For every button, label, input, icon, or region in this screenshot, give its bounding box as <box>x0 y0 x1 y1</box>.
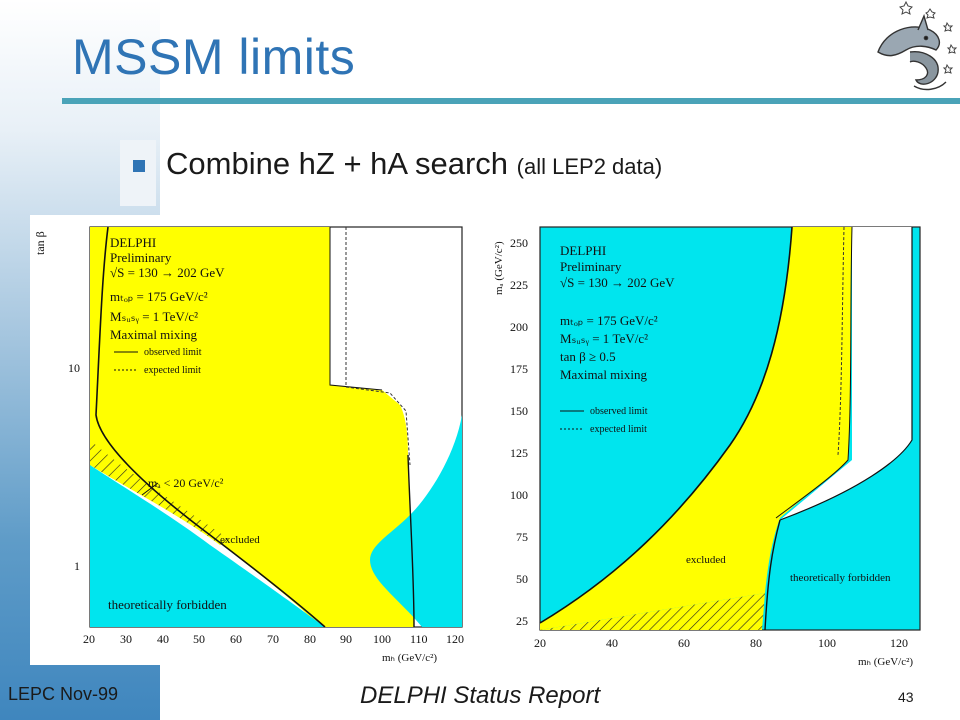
right-legend-status: Preliminary <box>560 259 622 274</box>
left-xtick: 100 <box>373 632 391 646</box>
right-legend-expected: expected limit <box>590 424 647 435</box>
left-xtick: 90 <box>340 632 352 646</box>
left-legend-msusy: Mₛᵤₛᵧ = 1 TeV/c² <box>110 309 198 325</box>
right-legend-energy: √S = 130 → 202 GeV <box>560 275 675 290</box>
allowed-region <box>780 227 912 520</box>
excluded-region <box>540 227 852 630</box>
right-ytick: 150 <box>510 404 528 418</box>
left-forbidden-label: theoretically forbidden <box>108 597 227 612</box>
left-xtick: 40 <box>157 632 169 646</box>
slide-title: MSSM limits <box>72 29 356 85</box>
right-excluded-label: excluded <box>686 554 726 566</box>
right-ytick: 175 <box>510 362 528 376</box>
bullet-main-text: Combine hZ + hA search <box>166 146 509 181</box>
left-ma-annotation: mₐ < 20 GeV/c² <box>148 476 224 490</box>
left-legend-mixing: Maximal mixing <box>110 327 198 342</box>
right-legend-mtop: mₜₒₚ = 175 GeV/c² <box>560 313 658 328</box>
dolphin-logo-icon <box>877 0 958 91</box>
right-ytick: 200 <box>510 320 528 334</box>
forbidden-region-right <box>370 415 462 627</box>
right-plot: mₐ (GeV/c²) 250 225 200 175 150 125 100 … <box>480 215 935 670</box>
left-ytick-10: 10 <box>68 361 80 375</box>
bullet-note-text: (all LEP2 data) <box>516 154 663 179</box>
left-xtick: 80 <box>304 632 316 646</box>
bullet-item: Combine hZ + hA search (all LEP2 data) <box>166 146 662 182</box>
left-xtick: 110 <box>410 632 428 646</box>
right-xtick: 40 <box>606 636 618 650</box>
left-legend-observed: observed limit <box>144 347 202 358</box>
left-legend-mtop: mₜₒₚ = 175 GeV/c² <box>110 289 208 304</box>
right-legend-observed: observed limit <box>590 406 648 417</box>
footer-title: DELPHI Status Report <box>360 682 601 709</box>
right-forbidden-label: theoretically forbidden <box>790 572 891 584</box>
ma-hatched-region <box>90 440 230 545</box>
right-ytick: 50 <box>516 572 528 586</box>
left-plot: tan β 10 1 20 30 40 50 60 70 80 90 100 1… <box>30 215 476 665</box>
left-xtick: 60 <box>230 632 242 646</box>
right-xtick: 60 <box>678 636 690 650</box>
right-legend-msusy: Mₛᵤₛᵧ = 1 TeV/c² <box>560 331 648 347</box>
left-legend-expected: expected limit <box>144 365 201 376</box>
right-ytick: 125 <box>510 446 528 460</box>
left-xtick: 30 <box>120 632 132 646</box>
right-ytick: 100 <box>510 488 528 502</box>
right-ytick: 25 <box>516 614 528 628</box>
left-legend-energy: √S = 130 → 202 GeV <box>110 265 225 280</box>
bullet-marker-area <box>120 140 156 206</box>
hatched-region <box>540 593 765 630</box>
right-legend-tanb: tan β ≥ 0.5 <box>560 349 616 364</box>
right-legend-mixing: Maximal mixing <box>560 367 648 382</box>
title-rule <box>62 98 960 104</box>
bullet-square-icon <box>133 160 145 172</box>
right-ytick: 225 <box>510 278 528 292</box>
right-ytick: 250 <box>510 236 528 250</box>
right-ylabel: mₐ (GeV/c²) <box>493 241 505 295</box>
right-xtick: 120 <box>890 636 908 650</box>
right-legend-experiment: DELPHI <box>560 243 606 258</box>
left-xtick: 50 <box>193 632 205 646</box>
left-excluded-label: excluded <box>220 534 260 546</box>
right-xtick: 80 <box>750 636 762 650</box>
right-xtick: 100 <box>818 636 836 650</box>
left-legend-experiment: DELPHI <box>110 235 156 250</box>
left-legend-status: Preliminary <box>110 250 172 265</box>
right-xtick: 20 <box>534 636 546 650</box>
left-xtick: 70 <box>267 632 279 646</box>
footer-event: LEPC Nov-99 <box>8 684 119 704</box>
left-xtick: 120 <box>446 632 464 646</box>
forbidden-region-lower <box>90 465 325 627</box>
left-xtick: 20 <box>83 632 95 646</box>
left-xlabel: mₕ (GeV/c²) <box>382 652 437 664</box>
excluded-region <box>90 227 414 627</box>
left-ylabel: tan β <box>33 231 47 255</box>
right-ytick: 75 <box>516 530 528 544</box>
page-number: 43 <box>898 689 914 705</box>
left-ytick-1: 1 <box>74 559 80 573</box>
right-xlabel: mₕ (GeV/c²) <box>858 656 913 668</box>
